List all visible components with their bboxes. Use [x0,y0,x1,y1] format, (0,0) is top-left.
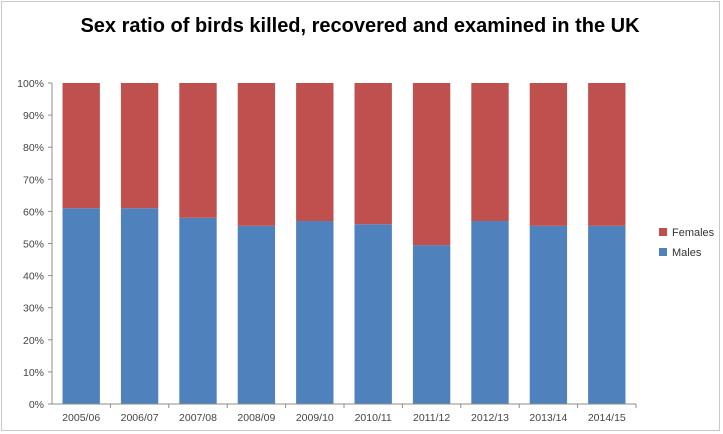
x-tick-label: 2005/06 [62,412,100,424]
y-tick-label: 0% [29,399,44,411]
x-tick-label: 2014/15 [588,412,626,424]
y-tick-label: 100% [17,78,44,90]
bar-females-2014-15 [588,83,626,226]
bar-males-2005-06 [62,208,100,404]
bars-group [62,83,626,404]
bar-males-2009-10 [296,221,334,404]
bar-females-2008-09 [237,83,276,226]
x-tick-label: 2012/13 [471,412,509,424]
bar-males-2007-08 [179,217,217,404]
y-tick-label: 70% [23,174,44,186]
bar-males-2014-15 [588,225,626,404]
bar-males-2013-14 [529,225,568,404]
bar-males-2008-09 [237,225,276,404]
x-tick-label: 2009/10 [296,412,334,424]
x-tick-label: 2007/08 [179,412,217,424]
chart-title: Sex ratio of birds killed, recovered and… [80,15,640,37]
bar-males-2011-12 [412,245,451,404]
x-tick-label: 2006/07 [121,412,159,424]
bar-males-2010-11 [354,224,392,404]
y-axis: 0% 10% 20% 30% 40% 50% 60% 70% 80% 90% 100% [17,78,53,411]
bar-females-2007-08 [179,83,217,218]
legend-label-males: Males [672,247,702,259]
bar-females-2010-11 [354,83,392,225]
x-tick-label: 2008/09 [237,412,275,424]
bar-females-2009-10 [296,83,334,222]
y-tick-label: 10% [23,367,44,379]
y-tick-label: 60% [23,206,44,218]
bar-males-2006-07 [120,208,159,404]
y-tick-label: 50% [23,239,44,251]
bar-females-2006-07 [120,83,159,209]
legend-swatch-females [659,228,667,236]
y-tick-label: 30% [23,303,44,315]
x-tick-label: 2011/12 [413,412,450,424]
legend: Females Males [659,227,715,259]
x-tick-label: 2013/14 [529,412,567,424]
bar-females-2011-12 [412,83,451,246]
y-tick-label: 40% [23,271,44,283]
y-tick-label: 90% [23,110,44,122]
legend-swatch-males [659,248,667,256]
bar-females-2012-13 [471,83,509,222]
y-tick-label: 20% [23,335,44,347]
y-tick-label: 80% [23,142,44,154]
bar-females-2005-06 [62,83,100,209]
bar-males-2012-13 [471,221,509,404]
legend-label-females: Females [672,227,715,239]
x-tick-label: 2010/11 [355,412,392,424]
bar-females-2013-14 [529,83,568,226]
x-axis: 2005/06 2006/07 2007/08 2008/09 2009/10 2010/… [52,403,637,424]
